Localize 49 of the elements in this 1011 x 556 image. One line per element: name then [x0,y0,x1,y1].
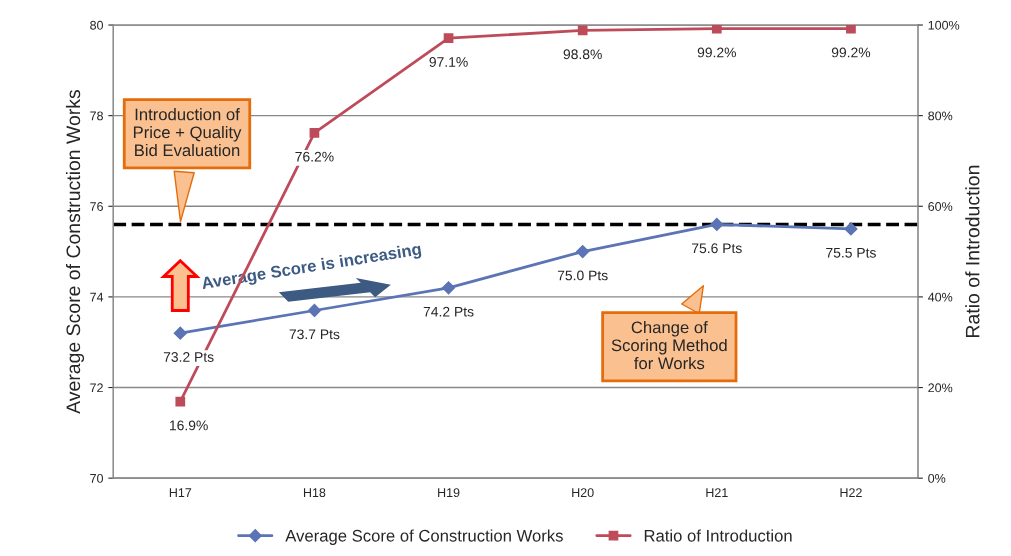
point [710,217,724,231]
point [441,281,456,295]
point [576,245,590,259]
data-label: 76.2% [295,151,334,162]
y2-tick-label: 80% [928,111,953,121]
data-label: 97.1% [429,57,468,67]
data-label: 16.9% [170,420,208,431]
data-label: 73.2 Pts [163,352,214,362]
x-tick-label: H17 [169,488,192,497]
y-tick-label: 80 [90,20,104,30]
point [175,396,186,407]
y-tick-label: 76 [90,202,103,211]
point [443,33,454,44]
x-tick-label: H21 [706,488,728,497]
data-label: 99.2% [697,47,736,58]
annotation: Average Score is increasing [200,242,422,293]
data-label: 75.5 Pts [826,247,876,258]
point [309,128,320,138]
legend-label: Ratio of Introduction [644,529,792,542]
y2-tick-label: 40% [928,292,953,302]
annotation: Introduction of Price + Quality Bid Evaluation [133,108,242,157]
x-tick-label: H22 [840,488,862,497]
x-tick-label: H19 [438,488,460,498]
data-label: 74.2 Pts [423,306,474,317]
point [307,303,322,318]
y-tick-label: 78 [90,111,103,121]
data-label: 75.6 Pts [692,243,742,254]
x-tick-label: H20 [572,488,594,498]
point [711,25,722,34]
y2-tick-label: 0% [928,473,946,483]
y-axis-title: Average Score of Construction Works [65,89,85,414]
y2-tick-label: 60% [928,202,953,211]
point [173,326,187,340]
y2-tick-label: 20% [928,383,953,393]
annotation: Change of Scoring Method for Works [611,321,727,370]
point [846,25,856,34]
y2-tick-label: 100% [928,20,960,30]
y-tick-label: 74 [90,292,104,302]
point [844,222,858,236]
point [577,25,588,36]
data-label: 98.8% [563,49,602,60]
y2-axis-title: Ratio of Introduction [965,165,980,337]
y-tick-label: 72 [90,383,103,393]
data-label: 99.2% [831,47,871,58]
data-label: 75.0 Pts [557,270,608,281]
data-label: 73.7 Pts [289,329,340,340]
x-tick-label: H18 [303,488,326,498]
legend-label: Average Score of Construction Works [285,529,563,545]
y-tick-label: 70 [90,473,104,483]
